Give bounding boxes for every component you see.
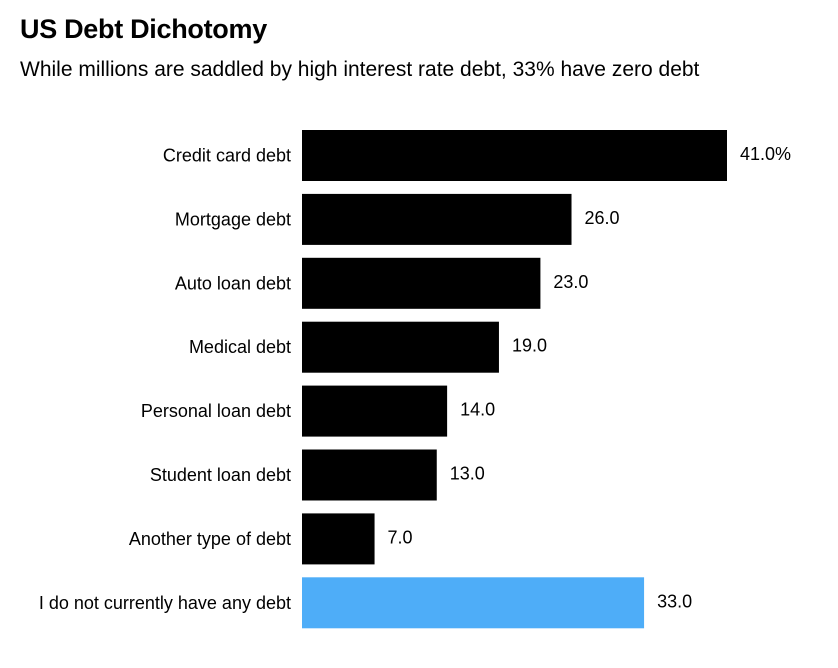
bar (302, 130, 727, 181)
bar (302, 193, 572, 245)
category-label: Mortgage debt (175, 209, 291, 229)
value-label: 26.0 (585, 208, 620, 228)
category-label: Credit card debt (163, 146, 291, 166)
chart-title: US Debt Dichotomy (20, 14, 267, 44)
category-label: Student loan debt (150, 465, 291, 485)
bar (302, 321, 499, 373)
category-label: I do not currently have any debt (39, 593, 291, 613)
value-label: 33.0 (657, 591, 692, 611)
value-label: 7.0 (388, 527, 413, 547)
bar (302, 577, 645, 629)
category-label: Another type of debt (129, 529, 291, 549)
category-label: Personal loan debt (141, 401, 291, 421)
bar (302, 257, 541, 309)
bar (302, 385, 448, 437)
category-label: Auto loan debt (175, 273, 291, 293)
value-label: 14.0 (460, 400, 495, 420)
bar (302, 449, 437, 501)
value-label: 23.0 (553, 272, 588, 292)
value-label: 19.0 (512, 336, 547, 356)
bar (302, 513, 375, 565)
category-label: Medical debt (189, 337, 291, 357)
value-label: 41.0% (740, 144, 791, 164)
value-label: 13.0 (450, 464, 485, 484)
chart-subtitle: While millions are saddled by high inter… (20, 58, 700, 81)
